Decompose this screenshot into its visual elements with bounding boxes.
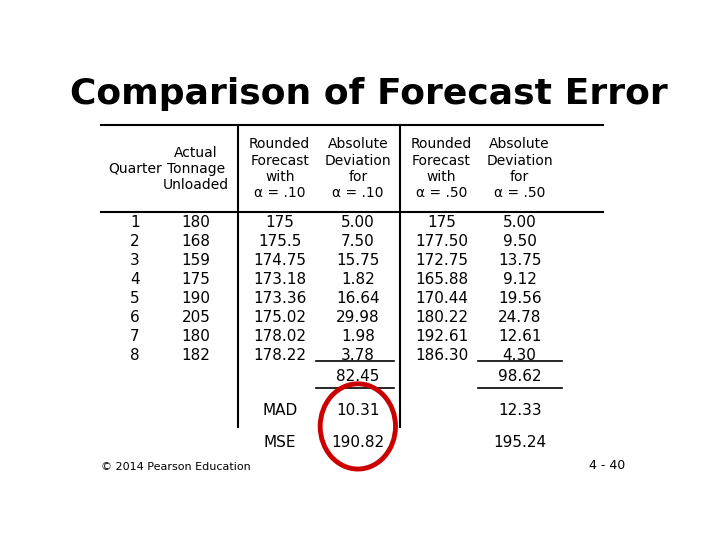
Text: 4: 4	[130, 272, 140, 287]
Text: Absolute
Deviation
for
α = .10: Absolute Deviation for α = .10	[325, 138, 391, 200]
Text: 186.30: 186.30	[415, 348, 468, 363]
Text: 2: 2	[130, 234, 140, 249]
Text: 195.24: 195.24	[493, 435, 546, 449]
Text: 190: 190	[181, 291, 210, 306]
Text: 173.18: 173.18	[253, 272, 306, 287]
Text: 29.98: 29.98	[336, 310, 379, 325]
Text: Quarter: Quarter	[108, 162, 161, 176]
Text: 180: 180	[181, 215, 210, 231]
Text: 6: 6	[130, 310, 140, 325]
Text: 9.12: 9.12	[503, 272, 536, 287]
Text: 192.61: 192.61	[415, 329, 468, 344]
Text: 9.50: 9.50	[503, 234, 536, 249]
Text: Actual
Tonnage
Unloaded: Actual Tonnage Unloaded	[163, 146, 229, 192]
Text: © 2014 Pearson Education: © 2014 Pearson Education	[101, 462, 251, 472]
Text: Comparison of Forecast Error: Comparison of Forecast Error	[70, 77, 668, 111]
Text: 178.02: 178.02	[253, 329, 306, 344]
Text: 3.78: 3.78	[341, 348, 375, 363]
Text: 1.98: 1.98	[341, 329, 375, 344]
Text: 190.82: 190.82	[331, 435, 384, 449]
Text: 98.62: 98.62	[498, 369, 541, 384]
Text: 205: 205	[181, 310, 210, 325]
Text: Rounded
Forecast
with
α = .10: Rounded Forecast with α = .10	[249, 138, 310, 200]
Text: 24.78: 24.78	[498, 310, 541, 325]
Text: 5: 5	[130, 291, 140, 306]
Text: 175.02: 175.02	[253, 310, 306, 325]
Text: 4 - 40: 4 - 40	[590, 460, 626, 472]
Text: 13.75: 13.75	[498, 253, 541, 268]
Text: 12.61: 12.61	[498, 329, 541, 344]
Text: 177.50: 177.50	[415, 234, 468, 249]
Text: 159: 159	[181, 253, 210, 268]
Text: 4.30: 4.30	[503, 348, 536, 363]
Text: 175: 175	[427, 215, 456, 231]
Text: 175: 175	[181, 272, 210, 287]
Text: MAD: MAD	[262, 403, 297, 418]
Text: Absolute
Deviation
for
α = .50: Absolute Deviation for α = .50	[486, 138, 553, 200]
Text: 170.44: 170.44	[415, 291, 468, 306]
Text: 180.22: 180.22	[415, 310, 468, 325]
Text: 5.00: 5.00	[341, 215, 374, 231]
Text: 1.82: 1.82	[341, 272, 374, 287]
Text: 82.45: 82.45	[336, 369, 379, 384]
Text: 175: 175	[265, 215, 294, 231]
Text: 182: 182	[181, 348, 210, 363]
Text: 10.31: 10.31	[336, 403, 379, 418]
Text: 173.36: 173.36	[253, 291, 307, 306]
Text: 174.75: 174.75	[253, 253, 306, 268]
Text: 7.50: 7.50	[341, 234, 374, 249]
Text: 12.33: 12.33	[498, 403, 541, 418]
Text: 19.56: 19.56	[498, 291, 541, 306]
Text: 180: 180	[181, 329, 210, 344]
Text: 8: 8	[130, 348, 140, 363]
Text: 7: 7	[130, 329, 140, 344]
Text: MSE: MSE	[264, 435, 296, 449]
Text: 15.75: 15.75	[336, 253, 379, 268]
Text: 1: 1	[130, 215, 140, 231]
Text: 165.88: 165.88	[415, 272, 468, 287]
Text: 5.00: 5.00	[503, 215, 536, 231]
Text: 175.5: 175.5	[258, 234, 302, 249]
Text: 3: 3	[130, 253, 140, 268]
Text: 168: 168	[181, 234, 210, 249]
Text: Rounded
Forecast
with
α = .50: Rounded Forecast with α = .50	[411, 138, 472, 200]
Text: 178.22: 178.22	[253, 348, 306, 363]
Text: 172.75: 172.75	[415, 253, 468, 268]
Text: 16.64: 16.64	[336, 291, 379, 306]
